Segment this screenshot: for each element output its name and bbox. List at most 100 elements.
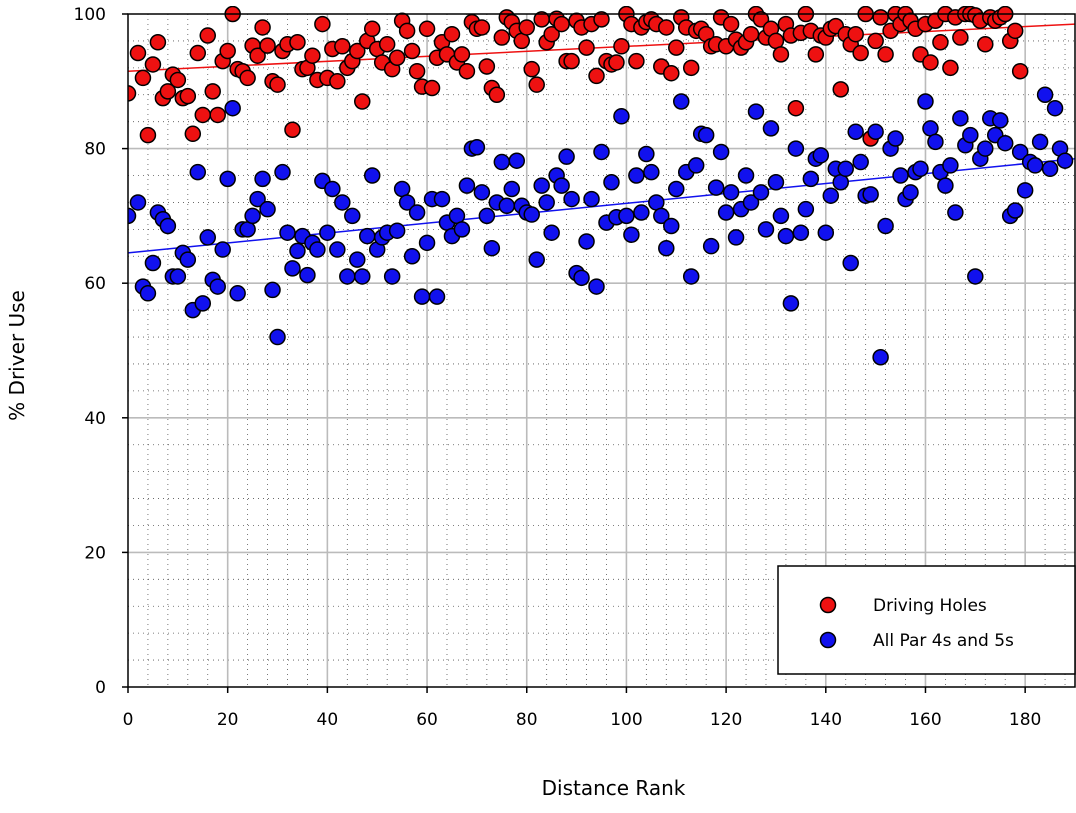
- data-point-series-1: [139, 285, 157, 302]
- y-tick-label: 20: [84, 543, 106, 563]
- legend-marker-driving-holes: [819, 596, 837, 614]
- data-point-series-0: [668, 39, 685, 56]
- data-point-series-1: [628, 167, 645, 184]
- y-tick-label: 100: [74, 5, 106, 25]
- data-point-series-1: [937, 177, 954, 194]
- data-point-series-1: [588, 278, 605, 295]
- data-point-series-1: [717, 204, 735, 221]
- data-point-series-1: [767, 174, 785, 191]
- data-point-series-1: [453, 221, 471, 238]
- data-point-series-1: [264, 281, 281, 299]
- data-point-series-1: [179, 251, 197, 268]
- data-point-series-0: [209, 106, 226, 124]
- data-point-series-0: [588, 67, 605, 85]
- data-point-series-1: [189, 163, 207, 181]
- data-point-series-1: [219, 170, 236, 188]
- data-point-series-1: [613, 108, 630, 125]
- data-point-series-0: [239, 69, 256, 87]
- plot-frame: [127, 13, 1076, 688]
- data-point-series-0: [628, 52, 645, 70]
- data-point-series-1: [977, 140, 994, 157]
- data-point-series-0: [354, 93, 371, 110]
- data-point-series-1: [473, 184, 491, 201]
- data-point-series-1: [578, 233, 595, 250]
- data-point-series-1: [742, 194, 760, 211]
- data-point-series-1: [623, 226, 640, 243]
- data-point-series-1: [573, 269, 590, 287]
- data-point-series-1: [712, 143, 730, 161]
- data-point-series-1: [553, 177, 570, 194]
- legend: Driving Holes All Par 4s and 5s: [777, 565, 1076, 675]
- data-point-series-1: [852, 153, 869, 171]
- data-point-series-1: [144, 254, 162, 272]
- data-point-series-1: [822, 187, 840, 204]
- data-point-series-1: [403, 248, 421, 265]
- data-point-series-0: [852, 44, 869, 62]
- data-point-series-1: [249, 190, 266, 208]
- data-point-series-1: [214, 241, 231, 258]
- data-point-series-0: [518, 19, 535, 36]
- x-tick-label: 180: [1009, 710, 1041, 730]
- data-point-series-1: [643, 163, 660, 181]
- data-point-series-0: [922, 54, 939, 71]
- data-point-series-1: [339, 268, 356, 285]
- data-point-series-1: [658, 239, 675, 257]
- data-point-series-1: [299, 266, 316, 284]
- data-point-series-1: [1011, 143, 1029, 161]
- data-point-series-0: [977, 36, 994, 53]
- data-point-series-1: [1031, 133, 1049, 151]
- data-point-series-1: [996, 134, 1014, 152]
- data-point-series-1: [847, 123, 864, 141]
- data-point-series-0: [872, 9, 889, 26]
- data-point-series-1: [329, 241, 346, 258]
- data-point-series-1: [209, 278, 226, 295]
- data-point-series-0: [363, 20, 381, 38]
- data-point-series-0: [877, 46, 894, 63]
- data-point-series-0: [179, 87, 197, 105]
- data-point-series-0: [722, 15, 740, 33]
- data-point-series-0: [169, 71, 187, 89]
- data-point-series-1: [508, 152, 526, 169]
- data-point-series-1: [782, 295, 800, 312]
- data-point-series-1: [558, 148, 575, 165]
- data-point-series-0: [523, 60, 540, 78]
- data-point-series-0: [608, 54, 625, 71]
- data-point-series-0: [144, 56, 162, 73]
- data-point-series-1: [702, 237, 720, 255]
- data-point-series-0: [807, 46, 825, 63]
- y-tick-label: 60: [84, 274, 106, 294]
- data-point-series-1: [1056, 152, 1074, 169]
- data-point-series-1: [398, 194, 416, 211]
- data-point-series-0: [159, 83, 177, 100]
- data-point-series-0: [787, 99, 805, 117]
- data-point-series-1: [991, 112, 1009, 129]
- data-point-series-1: [867, 123, 884, 141]
- data-point-series-0: [189, 44, 207, 62]
- data-point-series-1: [388, 222, 406, 239]
- x-tick-label: 0: [123, 710, 134, 730]
- data-point-series-0: [578, 39, 595, 56]
- data-point-series-1: [802, 170, 820, 188]
- data-point-series-1: [777, 227, 795, 245]
- data-point-series-0: [488, 86, 506, 104]
- data-point-series-0: [149, 34, 167, 51]
- data-point-series-0: [867, 32, 884, 50]
- data-point-series-1: [279, 224, 296, 241]
- data-point-series-0: [199, 27, 216, 44]
- data-point-series-1: [927, 133, 944, 151]
- data-point-series-1: [707, 179, 725, 196]
- data-point-series-0: [349, 42, 366, 60]
- y-tick-label: 40: [84, 409, 106, 429]
- data-point-series-1: [812, 147, 830, 164]
- data-point-series-0: [682, 59, 700, 77]
- data-point-series-1: [947, 204, 964, 221]
- y-tick-label: 0: [95, 678, 106, 698]
- data-point-series-0: [219, 42, 236, 60]
- data-point-series-0: [847, 25, 864, 43]
- data-point-series-0: [952, 29, 969, 46]
- data-point-series-0: [378, 36, 396, 53]
- data-point-series-1: [817, 224, 835, 241]
- data-point-series-1: [912, 160, 929, 178]
- data-point-series-0: [752, 11, 770, 28]
- data-point-series-1: [603, 174, 620, 191]
